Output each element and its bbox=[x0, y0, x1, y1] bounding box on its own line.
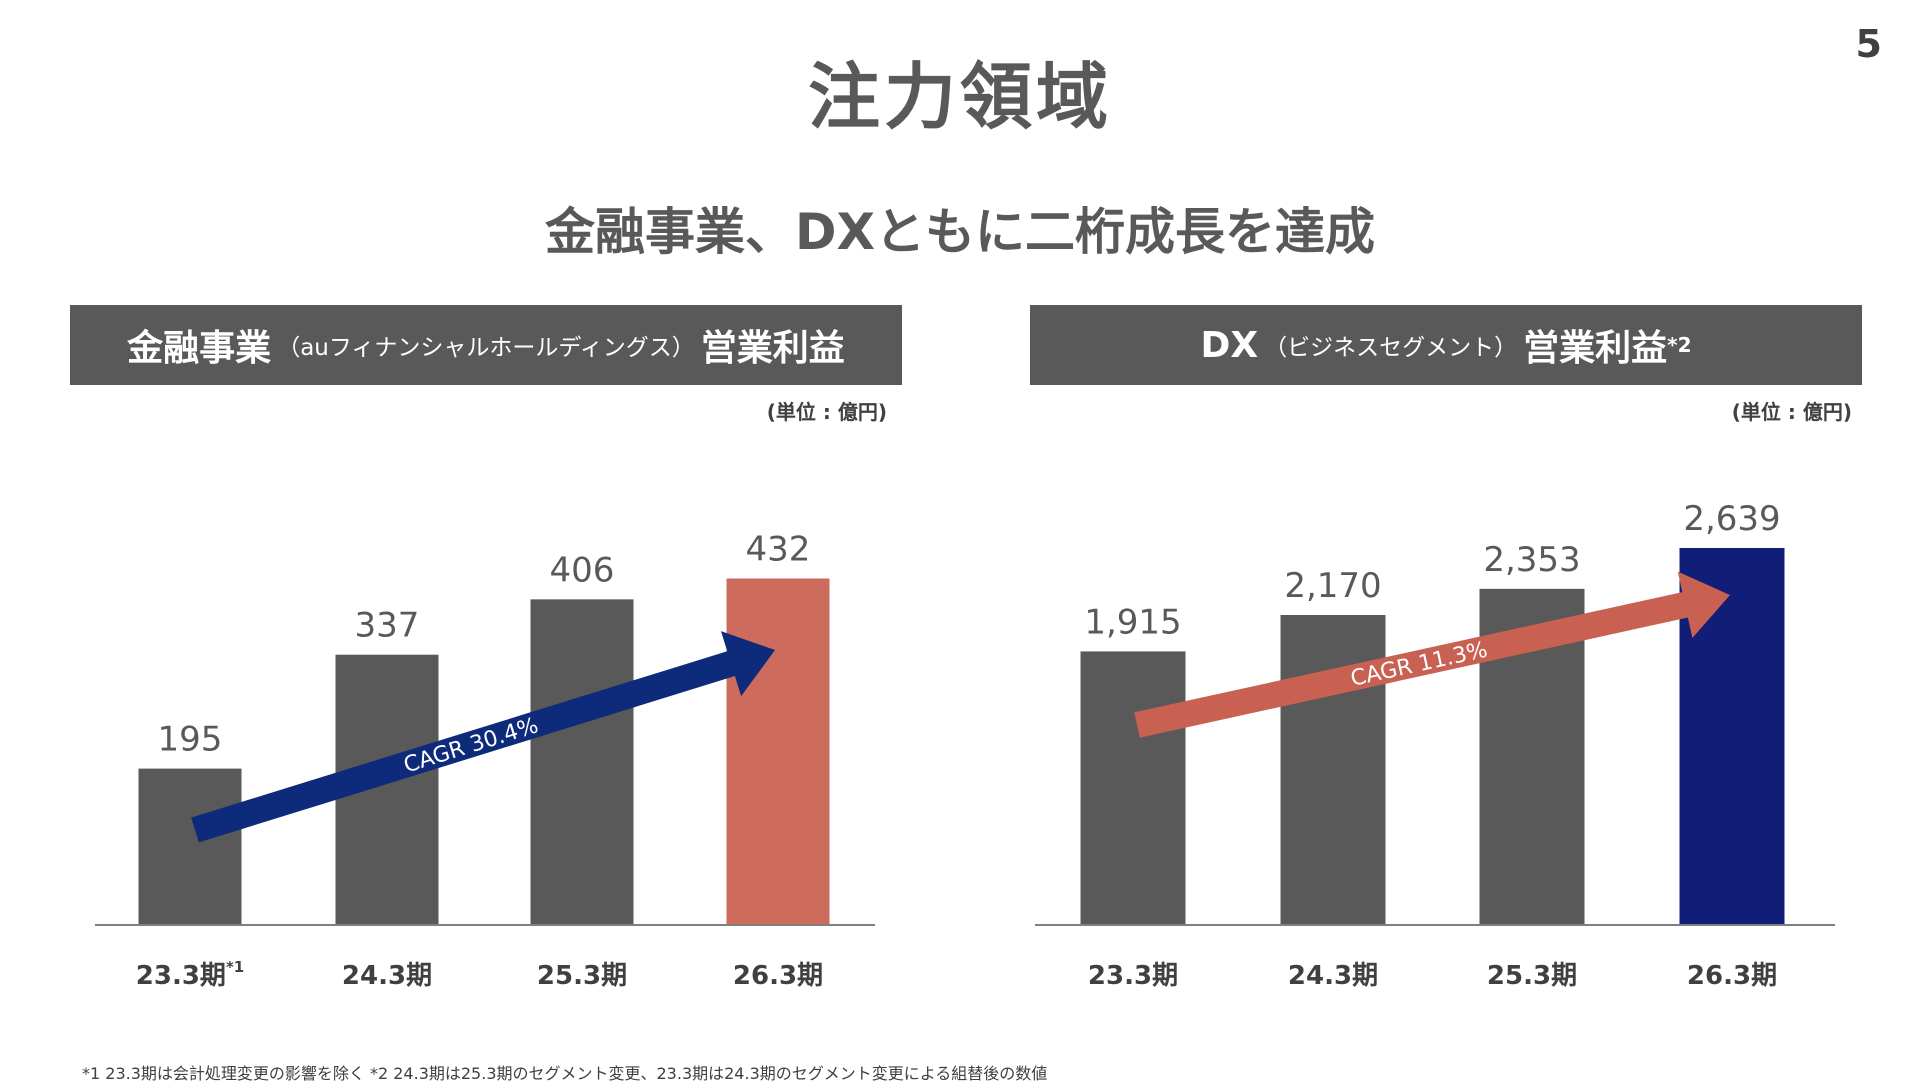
right-panel-title-tail: 営業利益 bbox=[1523, 328, 1668, 369]
left-bar-4 bbox=[726, 578, 830, 925]
page-number: 5 bbox=[1855, 22, 1882, 66]
left-value-label-1: 195 bbox=[158, 720, 223, 760]
right-category-label-1: 23.3期 bbox=[1088, 961, 1178, 991]
footnote: *1 23.3期は会計処理変更の影響を除く *2 24.3期は25.3期のセグメ… bbox=[82, 1064, 1048, 1083]
left-unit-label: (単位 : 億円) bbox=[766, 400, 887, 424]
left-category-label-4: 26.3期 bbox=[733, 961, 823, 991]
left-panel-header: 金融事業 （auフィナンシャルホールディングス） 営業利益 bbox=[70, 305, 902, 385]
right-value-label-1: 1,915 bbox=[1084, 602, 1181, 642]
right-category-label-4: 26.3期 bbox=[1687, 961, 1777, 991]
right-panel-title-sub: （ビジネスセグメント） bbox=[1264, 335, 1518, 361]
left-bar-3 bbox=[530, 599, 634, 925]
left-category-label-1: 23.3期*1 bbox=[136, 958, 244, 991]
left-bar-1 bbox=[138, 768, 242, 925]
left-cagr-arrow bbox=[191, 631, 776, 843]
left-panel-title-tail: 営業利益 bbox=[700, 328, 845, 369]
right-value-label-4: 2,639 bbox=[1683, 499, 1780, 539]
page-title: 注力領域 bbox=[807, 55, 1112, 139]
right-panel-header: DX （ビジネスセグメント） 営業利益 *2 bbox=[1030, 305, 1862, 385]
left-panel-title-sub: （auフィナンシャルホールディングス） bbox=[277, 335, 695, 361]
right-panel-title-main: DX bbox=[1200, 324, 1259, 366]
left-value-label-3: 406 bbox=[550, 550, 615, 590]
left-panel-title-main: 金融事業 bbox=[127, 328, 272, 369]
headline: 金融事業、DXともに二桁成長を達成 bbox=[544, 203, 1376, 261]
left-value-label-2: 337 bbox=[355, 606, 420, 646]
right-panel-title-sup: *2 bbox=[1667, 333, 1692, 357]
right-category-label-2: 24.3期 bbox=[1288, 961, 1378, 991]
right-bar-1 bbox=[1080, 651, 1186, 925]
left-value-label-4: 432 bbox=[746, 530, 811, 570]
right-unit-label: (単位 : 億円) bbox=[1731, 400, 1852, 424]
right-value-label-2: 2,170 bbox=[1284, 566, 1381, 606]
right-cagr-arrow bbox=[1134, 571, 1730, 738]
right-value-label-3: 2,353 bbox=[1483, 540, 1580, 580]
left-category-label-2: 24.3期 bbox=[342, 961, 432, 991]
left-category-label-3: 25.3期 bbox=[537, 961, 627, 991]
right-category-label-3: 25.3期 bbox=[1487, 961, 1577, 991]
